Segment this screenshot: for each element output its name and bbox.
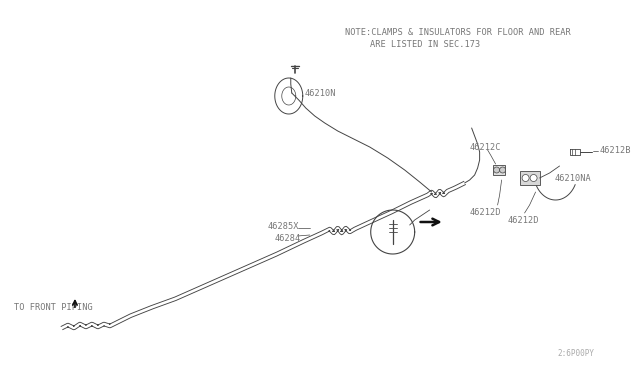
Text: 46284: 46284 <box>275 234 301 243</box>
Circle shape <box>522 174 529 182</box>
Text: 46210NA: 46210NA <box>555 173 591 183</box>
Text: 46212B: 46212B <box>600 145 631 154</box>
Text: 46212C: 46212C <box>470 142 501 151</box>
Text: TO FRONT PIPING: TO FRONT PIPING <box>14 304 93 312</box>
Text: 2:6P00PY: 2:6P00PY <box>557 349 595 358</box>
Circle shape <box>493 167 500 173</box>
Text: ARE LISTED IN SEC.173: ARE LISTED IN SEC.173 <box>370 40 480 49</box>
FancyBboxPatch shape <box>493 165 504 175</box>
Text: 46285X: 46285X <box>268 221 300 231</box>
Circle shape <box>500 167 506 173</box>
Text: NOTE:CLAMPS & INSULATORS FOR FLOOR AND REAR: NOTE:CLAMPS & INSULATORS FOR FLOOR AND R… <box>345 28 570 37</box>
Circle shape <box>530 174 537 182</box>
Text: 46212D: 46212D <box>470 208 501 217</box>
Text: 46210N: 46210N <box>305 89 336 97</box>
Text: 46212D: 46212D <box>508 215 539 224</box>
FancyBboxPatch shape <box>520 171 540 185</box>
